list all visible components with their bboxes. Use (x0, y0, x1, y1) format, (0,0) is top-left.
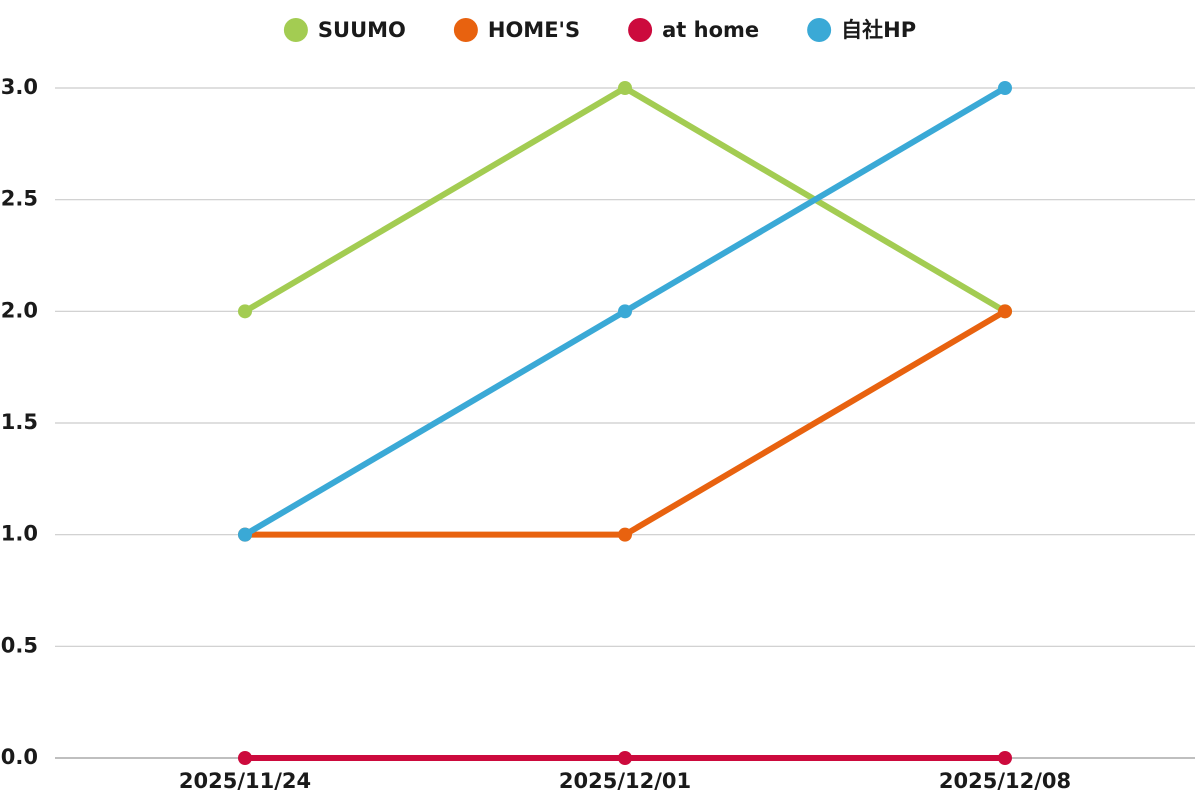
x-tick-label: 2025/11/24 (179, 769, 311, 793)
y-tick-label: 2.0 (1, 298, 38, 322)
data-point (618, 81, 632, 95)
data-point (238, 304, 252, 319)
legend-marker (807, 18, 832, 42)
legend-label: at home (662, 18, 759, 42)
legend-marker (283, 18, 308, 42)
data-point (618, 527, 632, 542)
y-tick-label: 0.5 (1, 633, 38, 657)
legend-marker (453, 18, 478, 42)
data-point (998, 304, 1012, 319)
y-tick-label: 0.0 (1, 745, 38, 769)
y-tick-label: 3.0 (1, 75, 38, 99)
legend-label: SUUMO (318, 18, 406, 42)
x-tick-label: 2025/12/08 (939, 769, 1071, 793)
data-point (238, 751, 252, 765)
data-point (618, 304, 632, 319)
data-point (238, 527, 252, 542)
y-tick-label: 2.5 (1, 187, 38, 211)
x-tick-label: 2025/12/01 (559, 769, 691, 793)
legend-label: HOME'S (488, 18, 580, 42)
y-tick-label: 1.0 (1, 522, 38, 546)
legend-label: 自社HP (841, 18, 916, 42)
data-point (618, 751, 632, 765)
y-tick-label: 1.5 (1, 410, 38, 434)
data-point (998, 81, 1012, 95)
data-point (998, 751, 1012, 765)
legend-marker (628, 18, 653, 42)
